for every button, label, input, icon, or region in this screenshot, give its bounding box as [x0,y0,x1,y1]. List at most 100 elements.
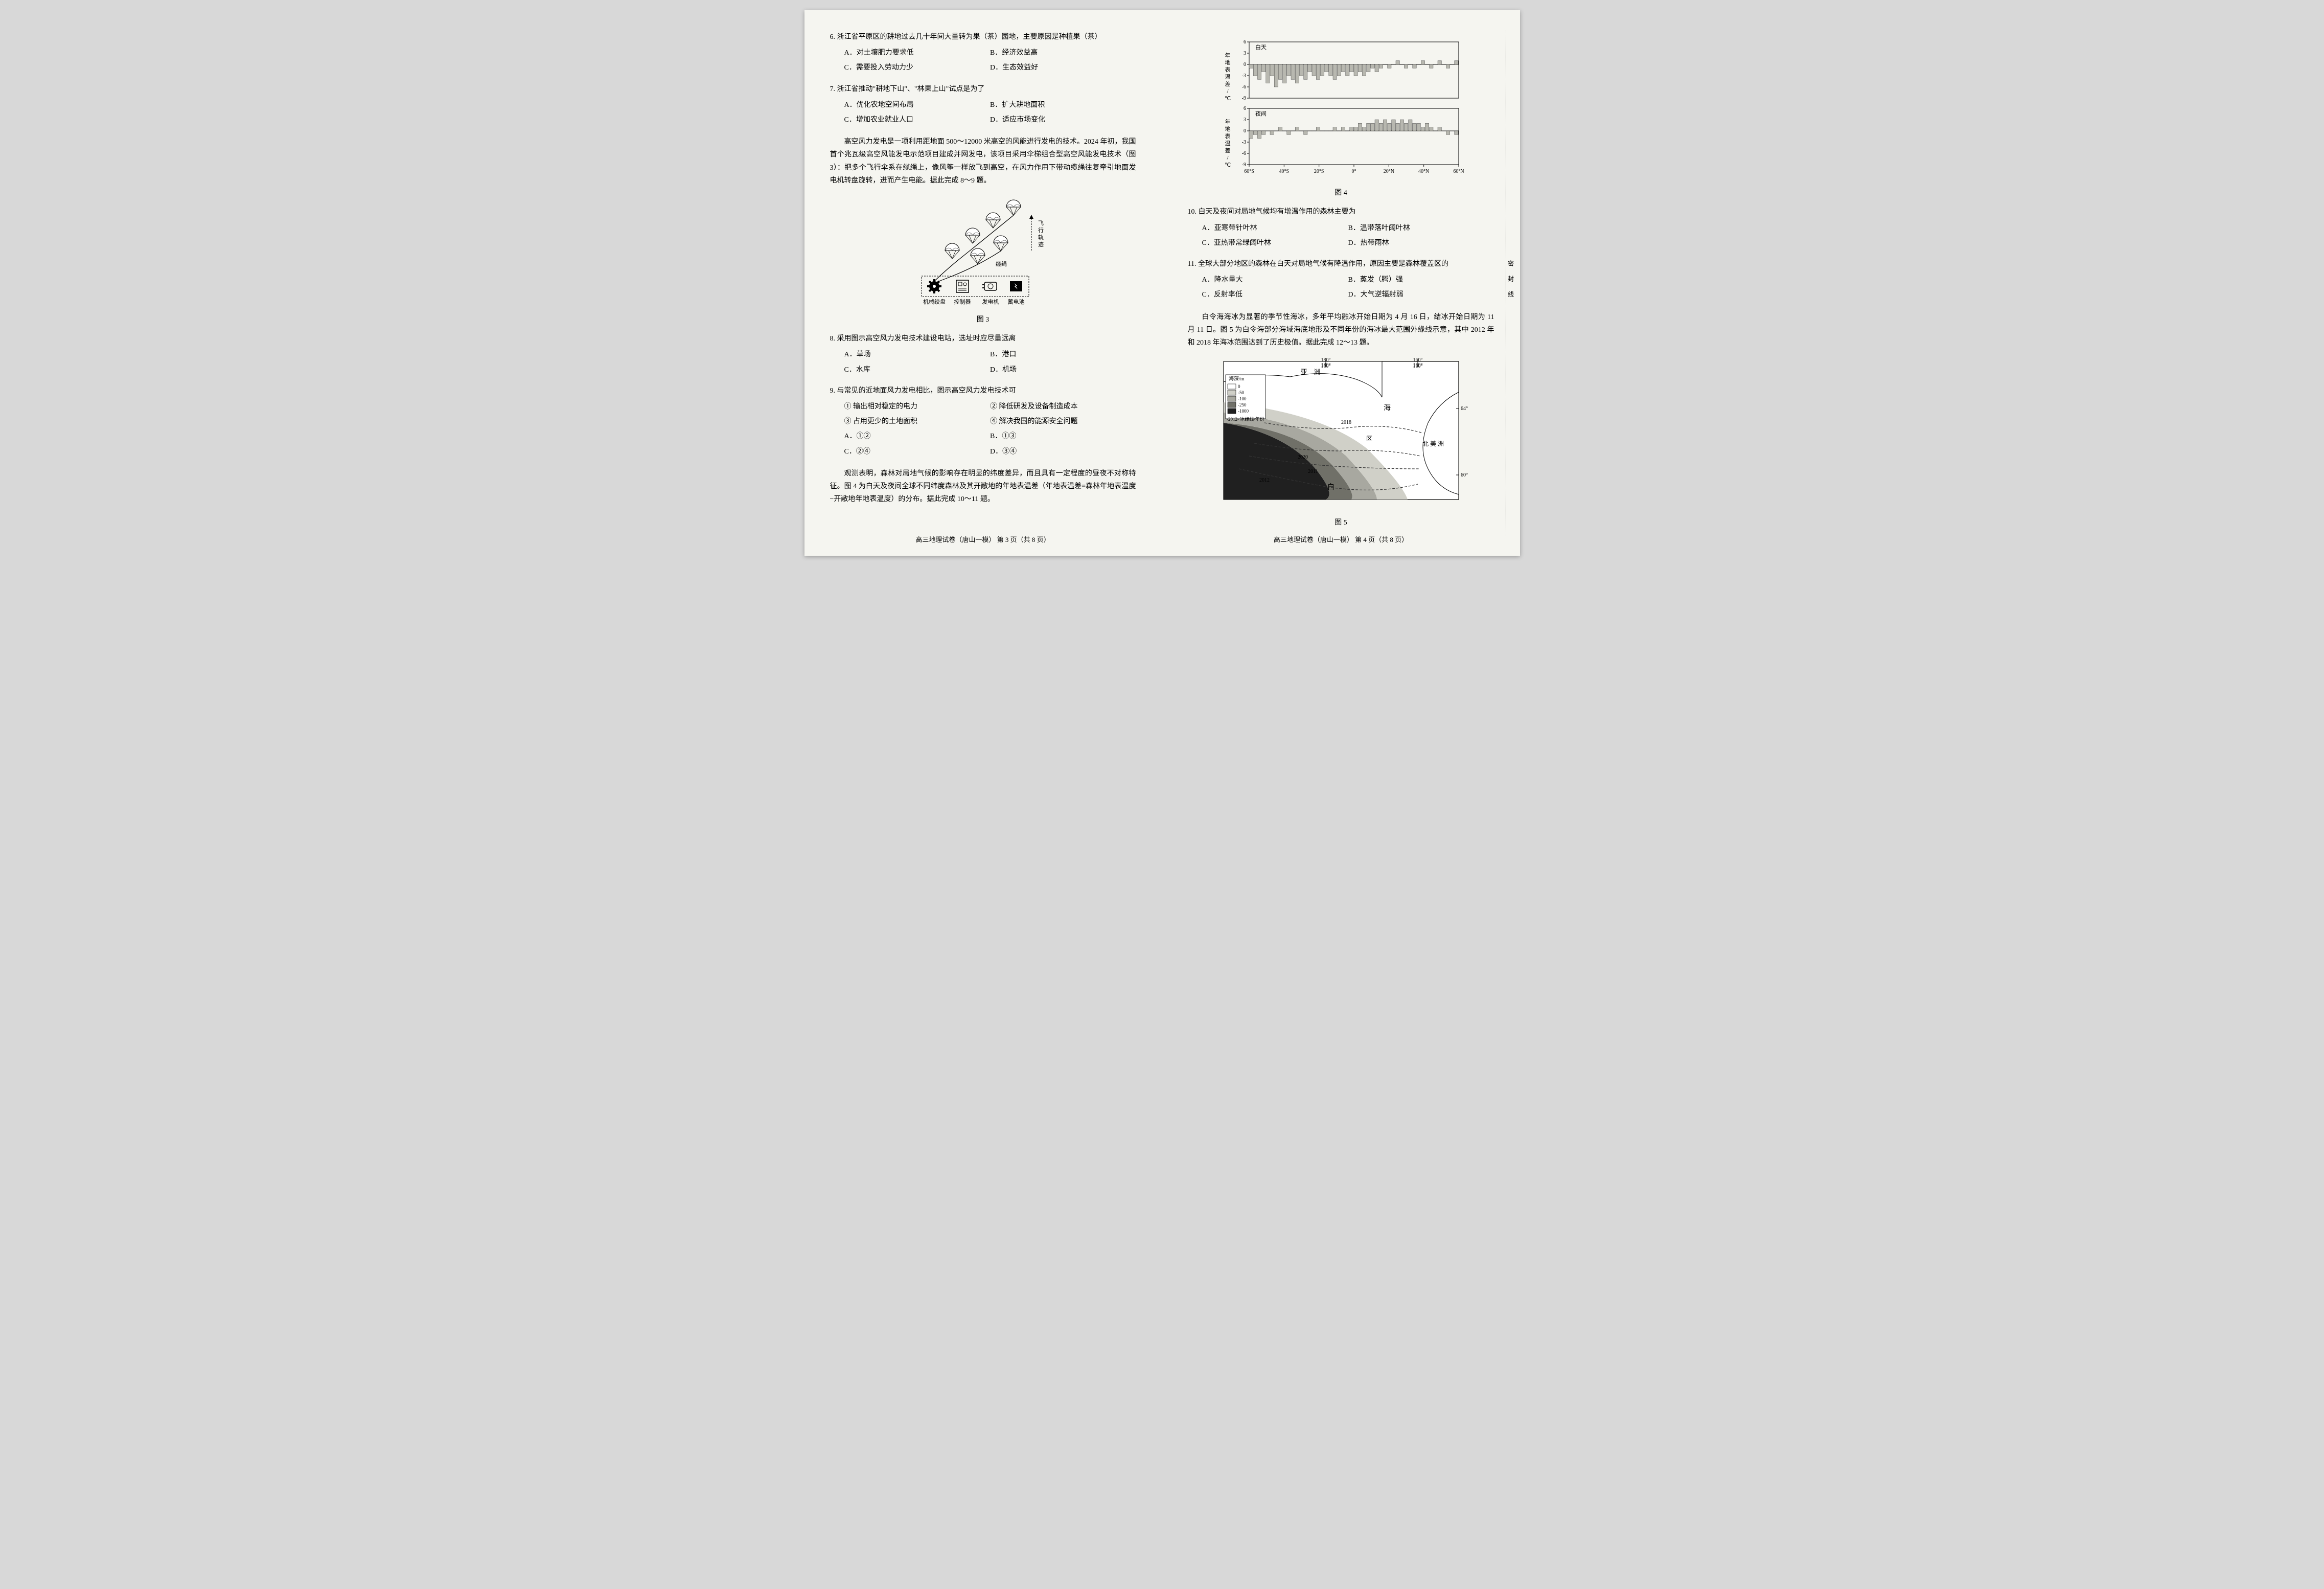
svg-text:温: 温 [1225,140,1230,147]
svg-text:160°: 160° [1413,364,1422,369]
q6-opt-b: B．经济效益高 [990,47,1136,59]
q6-stem: 6. 浙江省平原区的耕地过去几十年间大量转为果（茶）园地，主要原因是种植果（茶） [830,31,1136,43]
svg-text:-100: -100 [1238,396,1247,401]
q11-opt-d: D．大气逆辐射弱 [1348,288,1494,301]
svg-text:40°N: 40°N [1418,169,1429,174]
svg-text:-6: -6 [1241,84,1246,90]
svg-text:行: 行 [1038,227,1044,234]
page-4: -9-6-3036白天-9-6-3036夜间60°S40°S20°S0°20°N… [1162,10,1520,556]
svg-text:地: 地 [1225,126,1230,132]
svg-text:-50: -50 [1238,390,1244,395]
svg-text:℃: ℃ [1224,162,1230,168]
svg-text:2020: 2020 [1298,455,1308,460]
svg-text:表: 表 [1225,132,1230,140]
q7-opt-d: D．适应市场变化 [990,114,1136,126]
svg-text:℃: ℃ [1224,96,1230,102]
q6-opt-d: D．生态效益好 [990,61,1136,74]
ice-intro: 白令海海冰为显著的季节性海冰，多年平均融冰开始日期为 4 月 16 日，结冰开始… [1188,311,1494,350]
svg-text:夜间: 夜间 [1255,110,1267,117]
q10-opt-a: A．亚寒带针叶林 [1202,222,1348,235]
q6-opt-a: A．对土壤肥力要求低 [844,47,991,59]
q8-stem: 8. 采用图示高空风力发电技术建设电站，选址时应尽量远离 [830,332,1136,345]
svg-text:60°: 60° [1461,472,1468,478]
q9-s1: ① 输出相对稳定的电力 [844,400,991,413]
q10-opt-c: C．亚热带常绿阔叶林 [1202,237,1348,249]
q8-options: A．草场 B．港口 C．水库 D．机场 [830,348,1136,378]
svg-text:180°: 180° [1321,357,1330,363]
figure-4: -9-6-3036白天-9-6-3036夜间60°S40°S20°S0°20°N… [1188,37,1494,199]
svg-text:0: 0 [1244,62,1246,67]
svg-text:3: 3 [1244,51,1246,56]
q11-opt-b: B．蒸发（腾）强 [1348,274,1494,286]
q9-s2: ② 降低研发及设备制造成本 [990,400,1136,413]
svg-text:-9: -9 [1241,96,1246,101]
svg-text:2011: 2011 [1308,469,1318,474]
q9-statements: ① 输出相对稳定的电力 ② 降低研发及设备制造成本 ③ 占用更少的土地面积 ④ … [830,400,1136,430]
svg-text:缆绳: 缆绳 [996,260,1007,267]
svg-text:控制器: 控制器 [954,298,971,305]
svg-text:0: 0 [1244,128,1246,134]
q7-opt-b: B．扩大耕地面积 [990,99,1136,111]
svg-text:差: 差 [1225,80,1230,87]
svg-text:6: 6 [1244,39,1246,45]
figure-5: 2012201820202011亚 洲海白区北 美 洲180°180°160°1… [1188,356,1494,529]
figure-3: 飞行轨迹缆绳机械绞盘控制器发电机蓄电池 图 3 [830,194,1136,326]
question-6: 6. 浙江省平原区的耕地过去几十年间大量转为果（茶）园地，主要原因是种植果（茶）… [830,31,1136,77]
svg-text:区: 区 [1366,435,1372,442]
svg-text:迹: 迹 [1038,241,1044,248]
q8-opt-b: B．港口 [990,348,1136,361]
svg-text:飞: 飞 [1038,220,1044,226]
q9-opt-b: B．①③ [990,430,1136,443]
svg-text:温: 温 [1225,74,1230,80]
forest-intro: 观测表明，森林对局地气候的影响存在明显的纬度差异，而且具有一定程度的昼夜不对称特… [830,467,1136,506]
svg-text:亚 洲: 亚 洲 [1300,368,1320,376]
svg-text:发电机: 发电机 [982,298,999,305]
svg-text:海深/m: 海深/m [1229,375,1245,382]
svg-text:20°N: 20°N [1383,169,1394,174]
q9-opt-a: A．①② [844,430,991,443]
fig3-svg: 飞行轨迹缆绳机械绞盘控制器发电机蓄电池 [906,194,1060,307]
q10-opt-d: D．热带雨林 [1348,237,1494,249]
q7-opt-a: A．优化农地空间布局 [844,99,991,111]
svg-text:-250: -250 [1238,402,1247,407]
q9-s4: ④ 解决我国的能源安全问题 [990,415,1136,428]
question-11: 11. 全球大部分地区的森林在白天对局地气候有降温作用，原因主要是森林覆盖区的 … [1188,258,1494,304]
svg-text:-3: -3 [1241,140,1246,145]
svg-text:表: 表 [1225,66,1230,73]
svg-text:0°: 0° [1351,169,1356,174]
q10-stem: 10. 白天及夜间对局地气候均有增温作用的森林主要为 [1188,206,1494,218]
q11-stem: 11. 全球大部分地区的森林在白天对局地气候有降温作用，原因主要是森林覆盖区的 [1188,258,1494,270]
q8-opt-d: D．机场 [990,364,1136,376]
q10-opt-b: B．温带落叶阔叶林 [1348,222,1494,235]
svg-text:160°: 160° [1413,357,1422,363]
svg-text:40°S: 40°S [1279,169,1289,174]
svg-text:白: 白 [1327,483,1334,491]
question-10: 10. 白天及夜间对局地气候均有增温作用的森林主要为 A．亚寒带针叶林 B．温带… [1188,206,1494,252]
svg-text:64°: 64° [1461,406,1468,412]
page-3: 6. 浙江省平原区的耕地过去几十年间大量转为果（茶）园地，主要原因是种植果（茶）… [804,10,1162,556]
question-8: 8. 采用图示高空风力发电技术建设电站，选址时应尽量远离 A．草场 B．港口 C… [830,332,1136,378]
fig5-caption: 图 5 [1188,516,1494,529]
svg-text:2018: 2018 [1341,420,1351,425]
fig4-svg: -9-6-3036白天-9-6-3036夜间60°S40°S20°S0°20°N… [1218,37,1464,180]
q8-opt-a: A．草场 [844,348,991,361]
binding-line: 密封线 [1506,31,1516,535]
svg-text:60°S: 60°S [1244,169,1254,174]
fig5-svg: 2012201820202011亚 洲海白区北 美 洲180°180°160°1… [1213,356,1469,510]
svg-text:3: 3 [1244,117,1246,123]
page3-footer: 高三地理试卷（唐山一模） 第 3 页（共 8 页） [804,534,1162,546]
q9-opt-d: D．③④ [990,445,1136,458]
q6-opt-c: C．需要投入劳动力少 [844,61,991,74]
svg-text:-3: -3 [1241,73,1246,79]
svg-text:-1000: -1000 [1238,408,1249,414]
svg-text:60°N: 60°N [1453,169,1464,174]
svg-text:/: / [1227,88,1229,95]
svg-text:轨: 轨 [1038,234,1044,241]
svg-text:白天: 白天 [1255,43,1267,51]
svg-text:-6: -6 [1241,151,1246,156]
q7-stem: 7. 浙江省推动"耕地下山"、"林果上山"试点是为了 [830,83,1136,96]
svg-text:差: 差 [1225,147,1230,154]
q11-opt-a: A．降水量大 [1202,274,1348,286]
q11-options: A．降水量大 B．蒸发（腾）强 C．反射率低 D．大气逆辐射弱 [1188,274,1494,303]
q11-opt-c: C．反射率低 [1202,288,1348,301]
